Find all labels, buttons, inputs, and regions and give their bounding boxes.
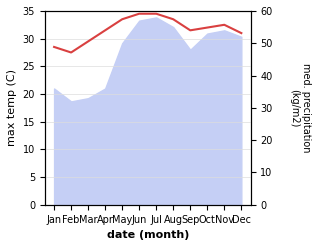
- Y-axis label: med. precipitation
(kg/m2): med. precipitation (kg/m2): [289, 63, 311, 153]
- Y-axis label: max temp (C): max temp (C): [7, 69, 17, 146]
- X-axis label: date (month): date (month): [107, 230, 189, 240]
